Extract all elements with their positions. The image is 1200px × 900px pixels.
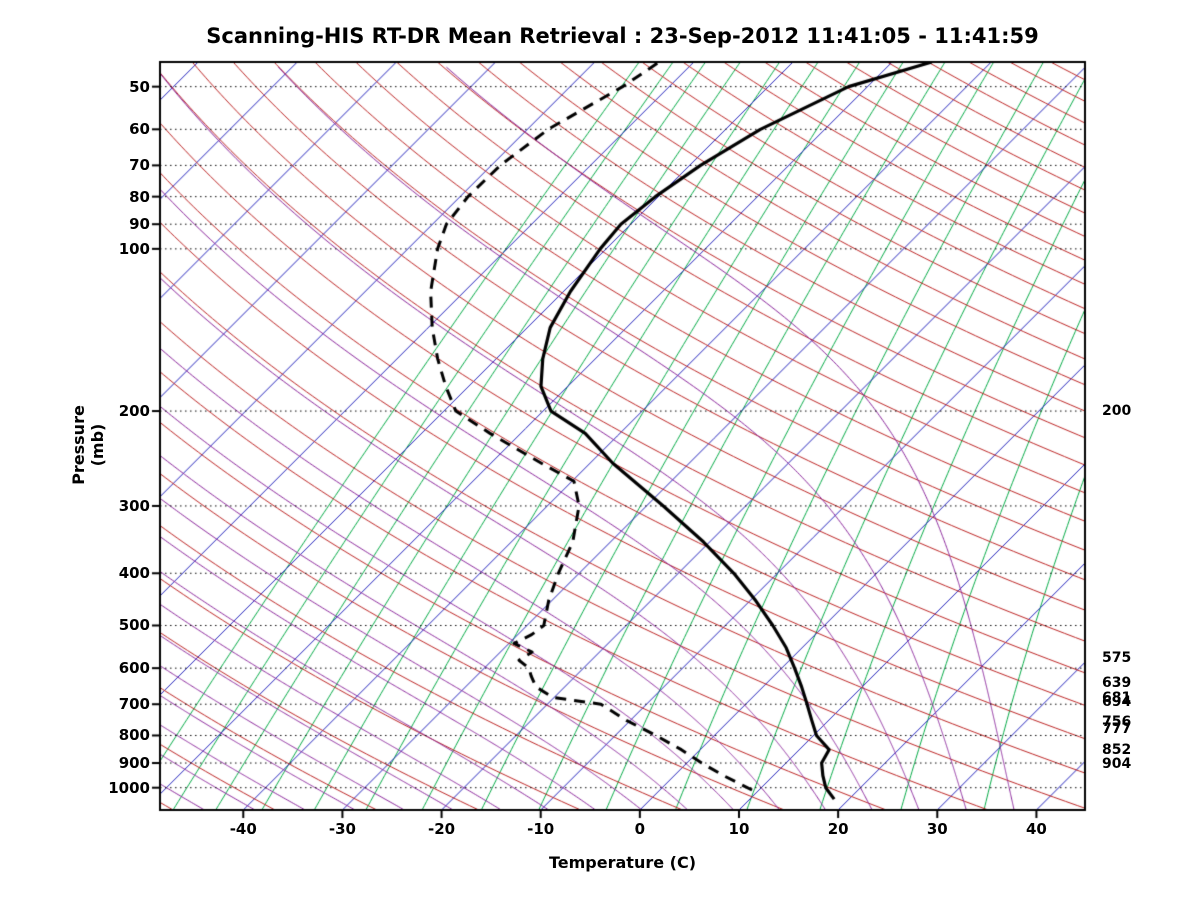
- y-axis-tick-label: 90: [129, 215, 150, 234]
- y-axis-tick-label: 200: [118, 402, 150, 421]
- x-axis-tick-label: -10: [527, 820, 555, 838]
- x-axis-tick-label: -40: [229, 820, 257, 838]
- x-axis-tick-label: 30: [926, 820, 948, 838]
- y-axis-tick-label: 100: [118, 239, 150, 258]
- y-axis-tick-label: 70: [129, 156, 150, 175]
- right-pressure-level-label: 904: [1102, 756, 1132, 773]
- right-pressure-level-label: 777: [1102, 720, 1132, 737]
- x-axis-tick-label: 0: [634, 820, 646, 838]
- y-axis-tick-label: 500: [118, 616, 150, 635]
- y-axis-tick-label: 400: [118, 564, 150, 583]
- x-axis-tick-label: 40: [1025, 820, 1047, 838]
- right-pressure-level-label: 575: [1102, 650, 1132, 667]
- x-axis-tick-label: 10: [728, 820, 750, 838]
- y-axis-tick-label: 80: [129, 187, 150, 206]
- y-axis-tick-label: 600: [118, 659, 150, 678]
- x-axis-tick-label: -30: [328, 820, 356, 838]
- x-axis-tick-label: 20: [827, 820, 849, 838]
- right-pressure-level-label: 681: [1102, 689, 1132, 706]
- right-pressure-level-label: 694: [1102, 694, 1132, 711]
- y-axis-tick-label: 50: [129, 77, 150, 96]
- y-axis-tick-label: 700: [118, 695, 150, 714]
- y-axis-label: Pressure (mb): [69, 405, 107, 485]
- y-axis-tick-label: 300: [118, 496, 150, 515]
- x-axis-tick-label: -20: [428, 820, 456, 838]
- right-pressure-level-label: 200: [1102, 403, 1132, 420]
- chart-title: Scanning-HIS RT-DR Mean Retrieval : 23-S…: [206, 24, 1039, 48]
- right-pressure-level-label: 756: [1102, 714, 1132, 731]
- y-axis-tick-label: 900: [118, 754, 150, 773]
- y-axis-tick-label: 800: [118, 726, 150, 745]
- right-pressure-level-label: 639: [1102, 674, 1132, 691]
- x-axis-label: Temperature (C): [548, 853, 697, 872]
- y-axis-tick-label: 1000: [108, 778, 150, 797]
- right-pressure-level-label: 852: [1102, 742, 1132, 759]
- y-axis-tick-label: 60: [129, 120, 150, 139]
